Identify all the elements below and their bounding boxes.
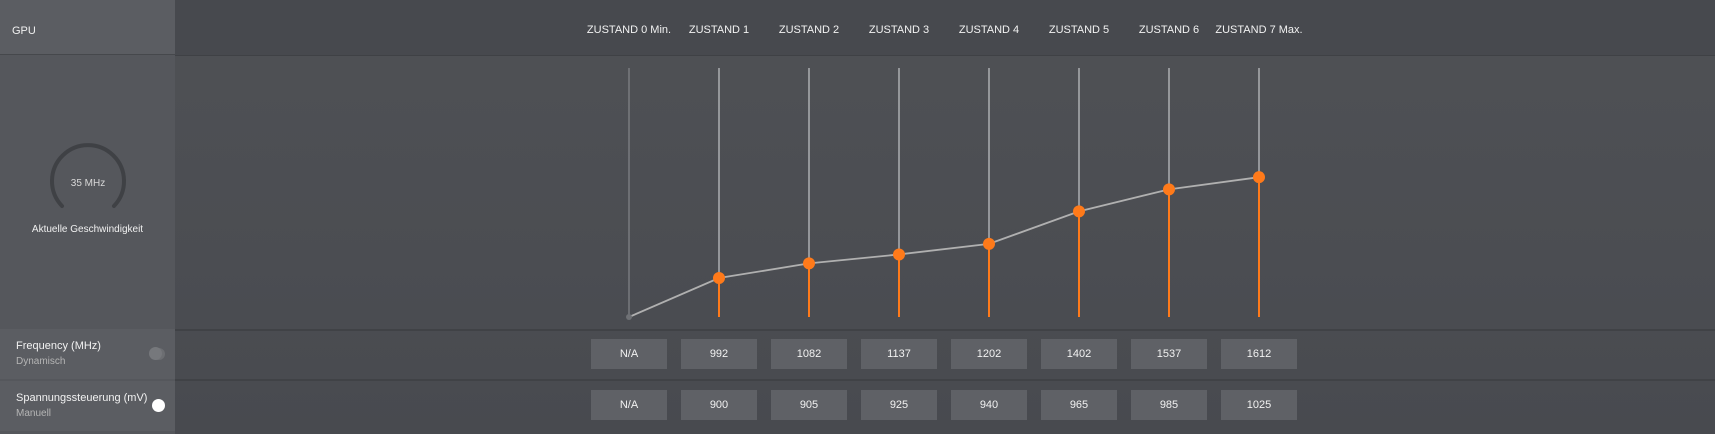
voltage-value-state-3[interactable]: 925 (861, 390, 937, 420)
state-label-7: ZUSTAND 7 Max. (1215, 24, 1303, 36)
voltage-row: Spannungssteuerung (mV) Manuell (0, 381, 175, 431)
frequency-mode-toggle[interactable] (149, 347, 165, 360)
voltage-mode-toggle[interactable] (151, 399, 165, 412)
state-label-5: ZUSTAND 5 (1048, 24, 1110, 36)
frequency-row-mode: Dynamisch (16, 356, 66, 367)
frequency-value-state-7[interactable]: 1612 (1221, 339, 1297, 369)
frequency-value-state-2[interactable]: 1082 (771, 339, 847, 369)
panel-title: GPU (0, 0, 175, 55)
toggle-knob (152, 399, 165, 412)
voltage-row-mode: Manuell (16, 408, 52, 419)
state-header-bar (175, 0, 1715, 56)
state-label-1: ZUSTAND 1 (688, 24, 750, 36)
state-point-3 (893, 248, 905, 261)
voltage-value-state-0: N/A (591, 390, 667, 420)
state-point-5 (1073, 205, 1085, 218)
voltage-row-label: Spannungssteuerung (mV) (16, 392, 148, 404)
voltage-value-state-5[interactable]: 965 (1041, 390, 1117, 420)
content-background (175, 0, 1715, 434)
voltage-value-state-2[interactable]: 905 (771, 390, 847, 420)
frequency-value-state-6[interactable]: 1537 (1131, 339, 1207, 369)
frequency-row-label: Frequency (MHz) (16, 340, 101, 352)
state-label-6: ZUSTAND 6 (1138, 24, 1200, 36)
state-point-4 (983, 237, 995, 250)
state-point-6 (1163, 183, 1175, 196)
row-divider (175, 329, 1715, 331)
row-divider (175, 379, 1715, 381)
voltage-value-state-4[interactable]: 940 (951, 390, 1027, 420)
frequency-value-state-3[interactable]: 1137 (861, 339, 937, 369)
state-point-1 (713, 272, 725, 285)
frequency-value-state-5[interactable]: 1402 (1041, 339, 1117, 369)
state-point-2 (803, 257, 815, 270)
frequency-row: Frequency (MHz) Dynamisch (0, 329, 175, 379)
frequency-value-state-4[interactable]: 1202 (951, 339, 1027, 369)
state-point-0 (626, 314, 632, 320)
gauge-label: Aktuelle Geschwindigkeit (31, 224, 144, 235)
voltage-value-state-1[interactable]: 900 (681, 390, 757, 420)
frequency-value-state-0: N/A (591, 339, 667, 369)
state-label-0: ZUSTAND 0 Min. (586, 24, 672, 36)
state-label-3: ZUSTAND 3 (868, 24, 930, 36)
state-point-7 (1253, 171, 1265, 184)
voltage-value-state-7[interactable]: 1025 (1221, 390, 1297, 420)
toggle-knob (149, 347, 162, 360)
state-label-2: ZUSTAND 2 (778, 24, 840, 36)
gauge-value: 35 MHz (70, 178, 106, 189)
state-label-4: ZUSTAND 4 (958, 24, 1020, 36)
frequency-curve (628, 176, 1260, 318)
frequency-value-state-1[interactable]: 992 (681, 339, 757, 369)
voltage-value-state-6[interactable]: 985 (1131, 390, 1207, 420)
speed-gauge (50, 143, 126, 208)
